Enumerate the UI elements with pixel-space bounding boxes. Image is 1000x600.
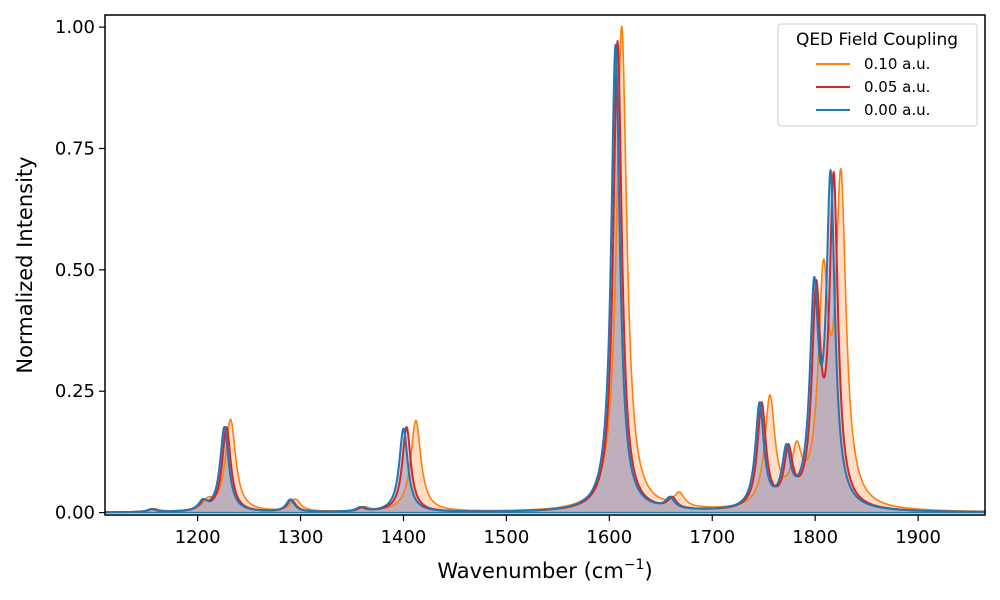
x-axis: 1200 1300 1400 1500 1600 1700 1800 1900 xyxy=(175,515,941,548)
x-tick-label: 1200 xyxy=(175,527,221,548)
y-axis: 0.00 0.25 0.50 0.75 1.00 xyxy=(55,17,105,524)
y-tick-label: 0.75 xyxy=(55,138,95,159)
y-tick-label: 0.25 xyxy=(55,381,95,402)
legend-label-0.10: 0.10 a.u. xyxy=(864,55,930,73)
legend-title: QED Field Coupling xyxy=(796,30,958,50)
legend-label-0.05: 0.05 a.u. xyxy=(864,78,930,96)
x-tick-label: 1800 xyxy=(792,527,838,548)
x-tick-label: 1500 xyxy=(483,527,529,548)
legend: QED Field Coupling 0.10 a.u. 0.05 a.u. 0… xyxy=(777,23,978,127)
x-tick-label: 1300 xyxy=(278,527,324,548)
legend-label-0.00: 0.00 a.u. xyxy=(864,101,930,119)
y-tick-label: 0.50 xyxy=(55,260,95,281)
y-tick-label: 0.00 xyxy=(55,503,95,524)
series-lines xyxy=(105,25,985,514)
y-tick-label: 1.00 xyxy=(55,17,95,38)
series-line-0.00-a.u. xyxy=(105,43,985,514)
y-axis-title: Normalized Intensity xyxy=(13,156,37,373)
x-tick-label: 1900 xyxy=(895,527,941,548)
x-tick-label: 1700 xyxy=(689,527,735,548)
legend-box xyxy=(777,23,978,127)
x-axis-title: Wavenumber (cm−1) xyxy=(437,557,652,583)
x-tick-label: 1400 xyxy=(381,527,427,548)
x-tick-label: 1600 xyxy=(586,527,632,548)
plot-frame xyxy=(104,14,986,516)
